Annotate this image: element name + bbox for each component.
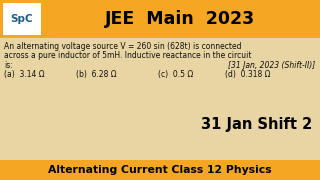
Text: (a)  3.14 Ω: (a) 3.14 Ω [4,71,44,80]
Text: An alternating voltage source V = 260 sin (628t) is connected: An alternating voltage source V = 260 si… [4,42,242,51]
Text: (d)  0.318 Ω: (d) 0.318 Ω [225,71,270,80]
Bar [0,0,320,38]
Bar [0,160,320,180]
Text: JEE  Main  2023: JEE Main 2023 [105,10,256,28]
Text: is:: is: [4,61,13,70]
Text: SpC: SpC [11,14,33,24]
Text: (c)  0.5 Ω: (c) 0.5 Ω [158,71,193,80]
Text: 31 Jan Shift 2: 31 Jan Shift 2 [201,117,312,132]
Text: across a pure inductor of 5mH. Inductive reactance in the circuit: across a pure inductor of 5mH. Inductive… [4,51,252,60]
Bar [3,3,41,35]
Text: (b)  6.28 Ω: (b) 6.28 Ω [76,71,116,80]
Text: [31 Jan, 2023 (Shift-II)]: [31 Jan, 2023 (Shift-II)] [228,61,315,70]
Bar [0,38,320,160]
Text: Alternating Current Class 12 Physics: Alternating Current Class 12 Physics [48,165,272,175]
